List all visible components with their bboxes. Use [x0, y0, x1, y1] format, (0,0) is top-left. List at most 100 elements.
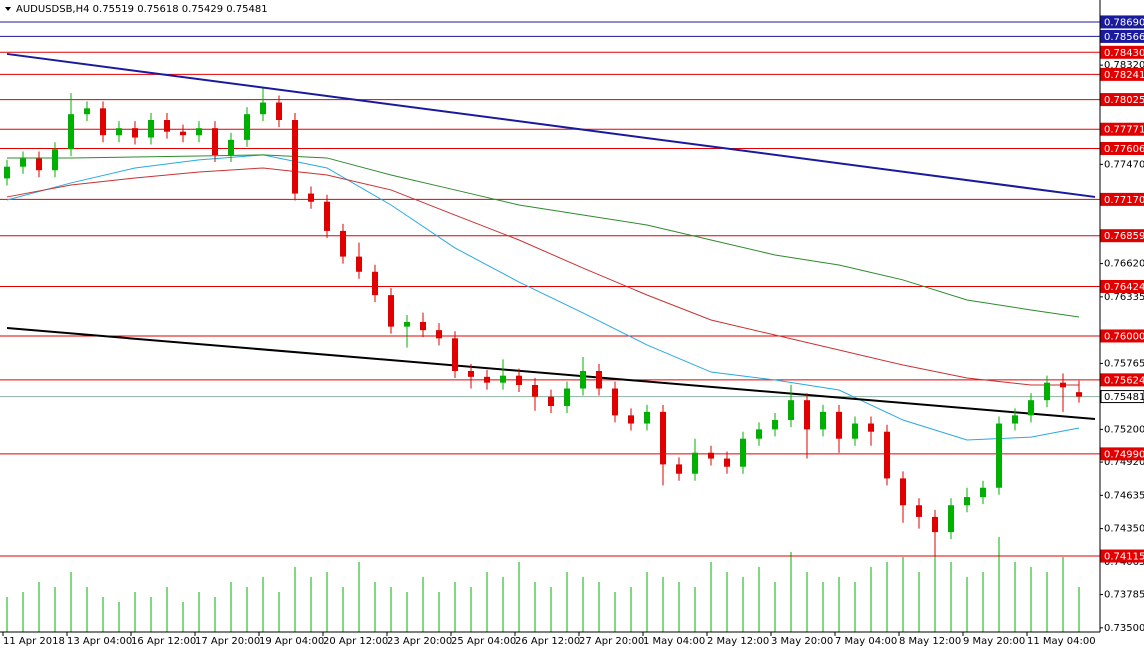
candle-body	[532, 385, 538, 397]
candle-body	[452, 338, 458, 371]
price-label-box	[1100, 229, 1144, 243]
candle-body	[1076, 392, 1082, 397]
x-tick-label: 27 Apr 20:00	[579, 636, 644, 647]
candle-body	[1044, 382, 1050, 401]
moving-average	[7, 154, 1080, 318]
candle-body	[644, 411, 650, 424]
candle-body	[276, 102, 282, 121]
candle-body	[660, 411, 666, 465]
price-label: 0.78025	[1104, 95, 1144, 106]
trendline	[6, 52, 1096, 198]
candle-body	[260, 102, 266, 115]
candle-body	[468, 371, 474, 377]
candle-body	[404, 321, 410, 327]
x-tick-label: 17 Apr 20:00	[195, 636, 260, 647]
trendline	[6, 327, 1096, 420]
candle-body	[724, 458, 730, 467]
price-label-box	[1100, 122, 1144, 136]
price-label-box	[1100, 373, 1144, 387]
candle-body	[836, 411, 842, 439]
candle-body	[788, 400, 794, 421]
price-label-box	[1100, 29, 1144, 43]
x-tick-label: 1 May 04:00	[643, 636, 705, 647]
candle-body	[884, 431, 890, 479]
x-tick-label: 13 Apr 04:00	[67, 636, 132, 647]
y-tick-label: 0.74350	[1104, 524, 1144, 535]
candle-body	[804, 400, 810, 430]
candle-body	[900, 478, 906, 506]
candle-body	[964, 497, 970, 506]
candle-body	[100, 108, 106, 136]
y-tick-label: 0.75765	[1104, 358, 1144, 369]
price-label-box	[1100, 141, 1144, 155]
candle-body	[1012, 415, 1018, 424]
x-tick-label: 2 May 12:00	[707, 636, 769, 647]
candle-body	[820, 411, 826, 430]
candle-body	[484, 376, 490, 383]
candle-body	[244, 114, 250, 140]
candle-body	[308, 193, 314, 202]
candle-body	[4, 166, 10, 179]
x-tick-label: 23 Apr 20:00	[387, 636, 452, 647]
price-label-box	[1100, 192, 1144, 206]
plot	[0, 21, 1100, 632]
price-label-box	[1100, 45, 1144, 59]
candle-body	[388, 295, 394, 327]
candle-body	[740, 438, 746, 467]
y-tick-label: 0.77470	[1104, 159, 1144, 170]
candle-body	[36, 158, 42, 171]
price-label: 0.77170	[1104, 195, 1144, 206]
price-label: 0.76424	[1104, 282, 1144, 293]
candle-body	[52, 149, 58, 171]
price-label: 0.74115	[1104, 552, 1144, 563]
candle-body	[676, 464, 682, 474]
moving-average	[6, 154, 1080, 441]
candle-body	[516, 375, 522, 386]
x-tick-label: 25 Apr 04:00	[451, 636, 516, 647]
y-tick-label: 0.74635	[1104, 490, 1144, 501]
candle-body	[612, 388, 618, 416]
candle-body	[132, 128, 138, 138]
chart-title: AUDUSDSB,H4 0.75519 0.75618 0.75429 0.75…	[16, 4, 268, 15]
candle-body	[196, 128, 202, 136]
x-tick-label: 19 Apr 04:00	[259, 636, 324, 647]
candle-body	[868, 423, 874, 432]
y-tick-label: 0.78320	[1104, 60, 1144, 71]
x-tick-label: 26 Apr 12:00	[515, 636, 580, 647]
candle-body	[628, 415, 634, 424]
x-tick-label: 9 May 20:00	[963, 636, 1025, 647]
price-label-box	[1100, 93, 1144, 107]
x-tick-label: 11 May 04:00	[1027, 636, 1096, 647]
candle-body	[948, 505, 954, 533]
x-tick-label: 8 May 12:00	[899, 636, 961, 647]
candle-body	[756, 429, 762, 439]
price-label-box	[1100, 279, 1144, 293]
candle-body	[436, 330, 442, 339]
candle-body	[708, 452, 714, 459]
candle-body	[148, 120, 154, 138]
candle-body	[20, 158, 26, 167]
price-label: 0.77606	[1104, 144, 1144, 155]
price-label-box	[1100, 329, 1144, 343]
candle-body	[324, 201, 330, 231]
price-label-box	[1100, 447, 1144, 461]
price-label-box	[1100, 549, 1144, 563]
price-label: 0.78241	[1104, 70, 1144, 81]
candle-body	[228, 139, 234, 156]
x-tick-label: 16 Apr 12:00	[131, 636, 196, 647]
price-label: 0.74990	[1104, 449, 1144, 460]
y-tick-label: 0.73500	[1104, 623, 1144, 634]
candle-body	[84, 108, 90, 115]
price-label: 0.75624	[1104, 375, 1144, 386]
candle-body	[420, 321, 426, 331]
price-label: 0.75481	[1104, 392, 1144, 403]
price-label: 0.76000	[1104, 331, 1144, 342]
y-tick-label: 0.74920	[1104, 457, 1144, 468]
candle-body	[340, 230, 346, 257]
x-tick-label: 20 Apr 12:00	[323, 636, 388, 647]
candle-body	[1060, 382, 1066, 388]
candle-body	[68, 114, 74, 150]
price-label: 0.78430	[1104, 48, 1144, 59]
candle-body	[692, 452, 698, 474]
